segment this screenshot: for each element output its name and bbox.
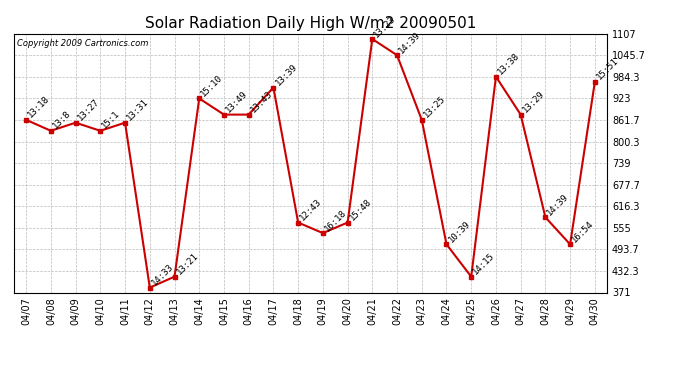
- Text: 13:23: 13:23: [373, 13, 397, 39]
- Text: 14:39: 14:39: [545, 192, 571, 217]
- Text: 13:39: 13:39: [273, 62, 299, 87]
- Title: Solar Radiation Daily High W/m2 20090501: Solar Radiation Daily High W/m2 20090501: [145, 16, 476, 31]
- Text: 13:29: 13:29: [521, 89, 546, 115]
- Text: 16:18: 16:18: [323, 208, 348, 233]
- Text: 13:8: 13:8: [51, 109, 72, 131]
- Text: 13:18: 13:18: [26, 94, 52, 120]
- Text: 16:54: 16:54: [570, 219, 595, 245]
- Text: 15:48: 15:48: [348, 197, 373, 222]
- Text: 13:49: 13:49: [224, 89, 249, 115]
- Text: 13:43: 13:43: [248, 89, 274, 115]
- Text: 10:39: 10:39: [446, 219, 472, 245]
- Text: 13:38: 13:38: [496, 51, 522, 76]
- Text: 13:31: 13:31: [125, 98, 150, 123]
- Text: 15:51: 15:51: [595, 57, 620, 82]
- Text: 13:21: 13:21: [175, 251, 200, 277]
- Text: 13:25: 13:25: [422, 94, 447, 120]
- Text: 15:10: 15:10: [199, 73, 225, 99]
- Text: Copyright 2009 Cartronics.com: Copyright 2009 Cartronics.com: [17, 39, 148, 48]
- Text: 12:43: 12:43: [298, 197, 324, 222]
- Text: 15:1: 15:1: [100, 109, 122, 131]
- Text: 13:27: 13:27: [76, 98, 101, 123]
- Text: 14:39: 14:39: [397, 30, 422, 55]
- Text: 14:33: 14:33: [150, 262, 175, 288]
- Text: 14:15: 14:15: [471, 251, 497, 277]
